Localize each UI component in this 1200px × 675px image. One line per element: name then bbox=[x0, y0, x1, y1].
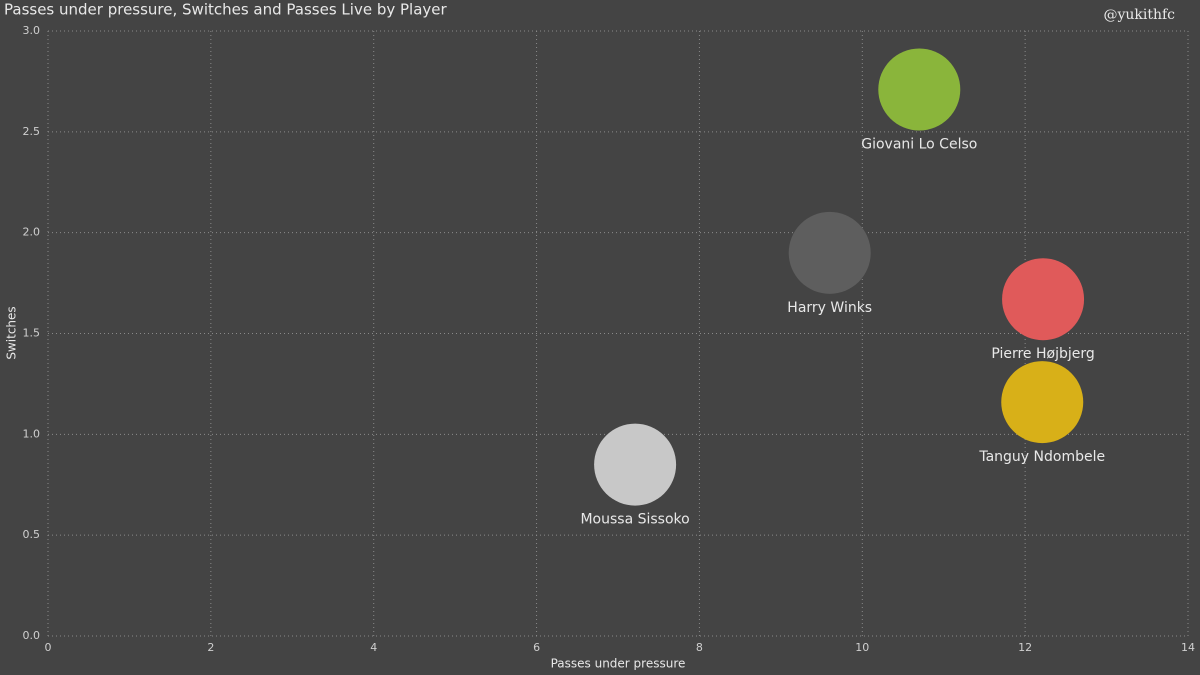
point-label: Tanguy Ndombele bbox=[978, 449, 1105, 465]
bubble bbox=[1001, 361, 1084, 444]
point-label: Harry Winks bbox=[787, 300, 872, 316]
x-tick-label: 2 bbox=[207, 641, 214, 654]
x-tick-label: 8 bbox=[696, 641, 703, 654]
x-tick-label: 12 bbox=[1018, 641, 1032, 654]
bubble bbox=[788, 211, 871, 294]
point-label: Pierre Højbjerg bbox=[991, 346, 1094, 362]
x-axis-title: Passes under pressure bbox=[551, 657, 686, 671]
y-tick-label: 2.0 bbox=[23, 226, 41, 239]
y-axis-title: Switches bbox=[5, 306, 19, 359]
y-tick-label: 2.5 bbox=[23, 125, 41, 138]
bubble bbox=[878, 48, 961, 131]
bubble bbox=[1002, 258, 1085, 341]
y-tick-label: 1.5 bbox=[23, 327, 41, 340]
point-label: Giovani Lo Celso bbox=[861, 136, 977, 152]
bubble bbox=[594, 423, 677, 506]
y-tick-label: 1.0 bbox=[23, 427, 41, 440]
y-tick-label: 0.5 bbox=[23, 528, 41, 541]
watermark: @yukithfc bbox=[1103, 7, 1175, 23]
chart-title: Passes under pressure, Switches and Pass… bbox=[4, 1, 448, 19]
point-label: Moussa Sissoko bbox=[580, 512, 689, 528]
y-tick-label: 0.0 bbox=[23, 629, 41, 642]
x-tick-label: 14 bbox=[1181, 641, 1195, 654]
y-tick-label: 3.0 bbox=[23, 24, 41, 37]
x-tick-label: 0 bbox=[45, 641, 52, 654]
x-tick-label: 4 bbox=[370, 641, 377, 654]
x-tick-label: 10 bbox=[855, 641, 869, 654]
x-tick-label: 6 bbox=[533, 641, 540, 654]
